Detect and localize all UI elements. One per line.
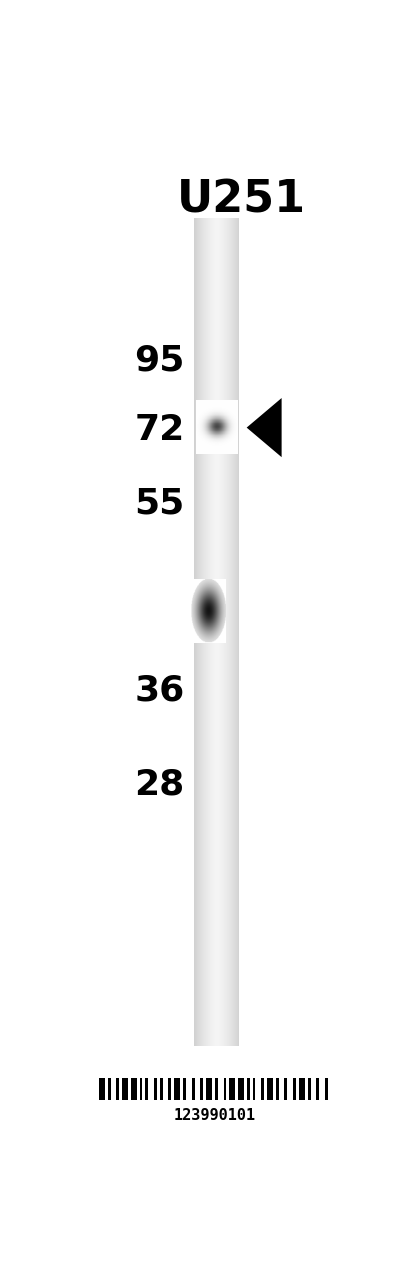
Bar	[154, 1078, 157, 1100]
Text: 28: 28	[134, 768, 184, 801]
Bar	[223, 1078, 226, 1100]
Bar	[200, 1078, 203, 1100]
Bar	[160, 1078, 162, 1100]
Bar	[292, 1078, 295, 1100]
Bar	[307, 1078, 310, 1100]
Bar	[246, 1078, 249, 1100]
Bar	[122, 1078, 128, 1100]
Bar	[145, 1078, 148, 1100]
Bar	[214, 1078, 217, 1100]
Text: U251: U251	[177, 178, 306, 221]
Bar	[324, 1078, 327, 1100]
Bar	[261, 1078, 263, 1100]
Text: 72: 72	[134, 412, 184, 447]
Bar	[298, 1078, 304, 1100]
Bar	[182, 1078, 185, 1100]
Bar	[275, 1078, 278, 1100]
Bar	[238, 1078, 243, 1100]
Text: 95: 95	[134, 343, 184, 378]
Bar	[174, 1078, 180, 1100]
Text: 36: 36	[134, 673, 184, 708]
Bar	[284, 1078, 287, 1100]
Bar	[252, 1078, 255, 1100]
Bar	[191, 1078, 194, 1100]
Bar	[206, 1078, 211, 1100]
Bar	[99, 1078, 104, 1100]
Bar	[168, 1078, 171, 1100]
Bar	[139, 1078, 142, 1100]
Text: 55: 55	[134, 486, 184, 521]
Bar	[116, 1078, 119, 1100]
Bar	[316, 1078, 319, 1100]
Polygon shape	[246, 398, 281, 457]
Text: 123990101: 123990101	[173, 1107, 255, 1123]
Bar	[266, 1078, 272, 1100]
Bar	[107, 1078, 110, 1100]
Bar	[130, 1078, 136, 1100]
Bar	[229, 1078, 235, 1100]
